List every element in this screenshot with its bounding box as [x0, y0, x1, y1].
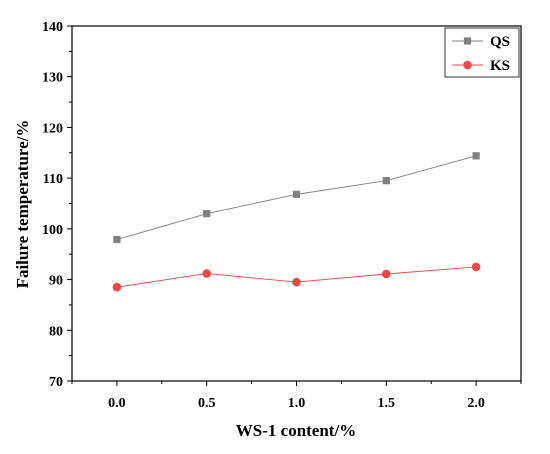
y-tick-label: 140	[42, 20, 63, 35]
series-layer	[112, 152, 481, 292]
y-tick-label: 70	[49, 375, 63, 390]
plot-frame	[71, 25, 522, 382]
x-tick-label: 0.5	[198, 396, 216, 411]
series-qs-point	[382, 177, 390, 185]
series-qs-point	[203, 210, 211, 218]
series-ks-point	[112, 282, 122, 292]
series-qs-point	[292, 190, 301, 198]
y-tick-label: 130	[42, 71, 63, 86]
series-ks-point	[382, 269, 391, 279]
series-qs-point	[472, 152, 480, 160]
series-ks-point	[471, 262, 481, 272]
legend-ks-marker	[463, 60, 472, 70]
legend-qs-marker	[463, 37, 472, 45]
legend: QS KS	[444, 27, 520, 78]
y-tick-label: 80	[49, 324, 63, 339]
y-tick-label: 120	[42, 121, 63, 136]
x-tick-label: 1.0	[288, 396, 306, 411]
x-axis: 0.0 0.5 1.0 1.5 2.0	[71, 381, 522, 411]
legend-ks-label: KS	[490, 58, 510, 74]
legend-qs-label: QS	[490, 34, 510, 50]
x-tick-label: 0.0	[108, 396, 126, 411]
x-axis-title: WS-1 content/%	[236, 421, 356, 440]
legend-box	[444, 27, 520, 78]
y-axis: 70 80 90 100 110 120 130 140	[42, 20, 72, 390]
y-tick-label: 100	[42, 223, 63, 238]
series-ks-point	[202, 269, 211, 278]
y-tick-label: 90	[49, 274, 63, 289]
x-tick-label: 1.5	[378, 396, 396, 411]
series-qs-point	[113, 235, 121, 244]
x-tick-label: 2.0	[467, 396, 485, 411]
y-axis-title: Failure temperature/%	[13, 120, 32, 289]
y-tick-label: 110	[43, 172, 63, 187]
series-ks-point	[292, 277, 301, 287]
